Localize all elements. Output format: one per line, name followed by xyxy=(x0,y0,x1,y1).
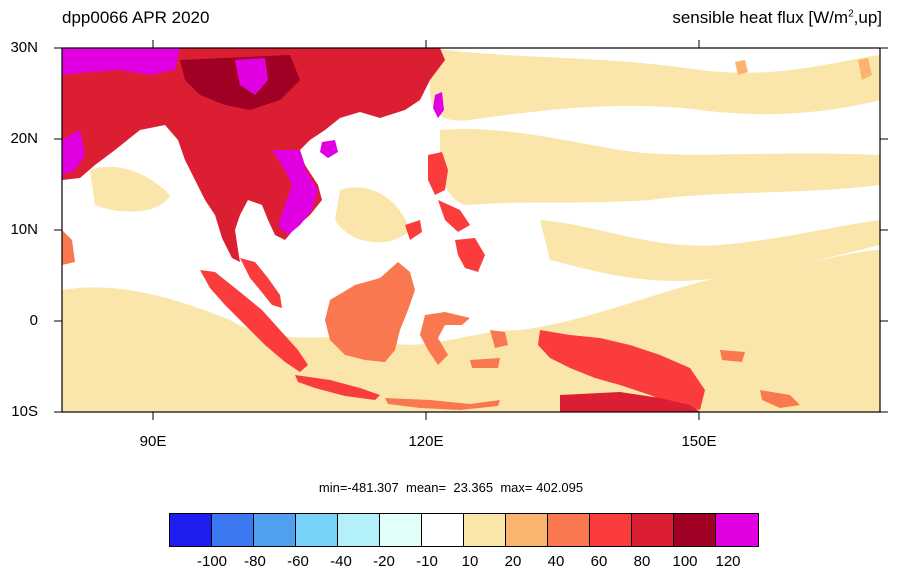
colorbar-swatch xyxy=(632,514,674,546)
colorbar-swatch xyxy=(674,514,716,546)
colorbar-label: -10 xyxy=(416,553,438,570)
borneo xyxy=(325,262,415,362)
colorbar-swatch xyxy=(170,514,212,546)
lat-label-0: 0 xyxy=(29,312,38,329)
colorbar-label: 10 xyxy=(461,553,479,570)
colorbar-swatch xyxy=(506,514,548,546)
lon-label-120e: 120E xyxy=(408,433,444,450)
colorbar-swatch xyxy=(716,514,758,546)
lesser-sunda xyxy=(385,398,500,410)
java xyxy=(295,375,380,400)
lat-label-10s: 10S xyxy=(11,403,38,420)
colorbar-swatch xyxy=(254,514,296,546)
lat-label-10n: 10N xyxy=(10,221,38,238)
taiwan xyxy=(433,92,444,118)
lat-label-30n: 30N xyxy=(10,39,38,56)
colorbar-label: -60 xyxy=(287,553,309,570)
sulawesi xyxy=(420,312,470,365)
sumatra xyxy=(200,270,308,372)
colorbar-swatch xyxy=(296,514,338,546)
new-guinea xyxy=(538,330,705,410)
mainland-asia xyxy=(62,48,445,265)
map-title-left: dpp0066 APR 2020 xyxy=(62,8,210,27)
colorbar-label: 80 xyxy=(633,553,651,570)
colorbar-swatch xyxy=(464,514,506,546)
lon-label-90e: 90E xyxy=(139,433,167,450)
moluccas xyxy=(470,330,508,368)
lat-label-20n: 20N xyxy=(10,130,38,147)
colorbar-swatch xyxy=(338,514,380,546)
colorbar-swatch xyxy=(212,514,254,546)
colorbar-label: 20 xyxy=(504,553,522,570)
colorbar-label: -80 xyxy=(244,553,266,570)
colorbar-label: 100 xyxy=(672,553,698,570)
colorbar-label: -100 xyxy=(196,553,228,570)
colorbar-label: 40 xyxy=(547,553,565,570)
malay-peninsula xyxy=(240,258,282,308)
stats-line: min=-481.307 mean= 23.365 max= 402.095 xyxy=(318,480,584,495)
colorbar-label: 120 xyxy=(715,553,741,570)
hainan xyxy=(320,140,338,158)
bismarck xyxy=(720,350,800,408)
philippines xyxy=(405,152,485,272)
map-title-right: sensible heat flux [W/m2,up] xyxy=(672,8,882,27)
colorbar-swatch xyxy=(590,514,632,546)
australia-north xyxy=(560,392,700,412)
colorbar-swatch xyxy=(422,514,464,546)
colorbar-label: -20 xyxy=(373,553,395,570)
axis-ticks xyxy=(54,40,888,420)
colorbar-swatch xyxy=(548,514,590,546)
lon-label-150e: 150E xyxy=(681,433,717,450)
colorbar-label: -40 xyxy=(330,553,352,570)
colorbar-label: 60 xyxy=(590,553,608,570)
colorbar-swatch xyxy=(380,514,422,546)
colorbar xyxy=(169,513,759,547)
